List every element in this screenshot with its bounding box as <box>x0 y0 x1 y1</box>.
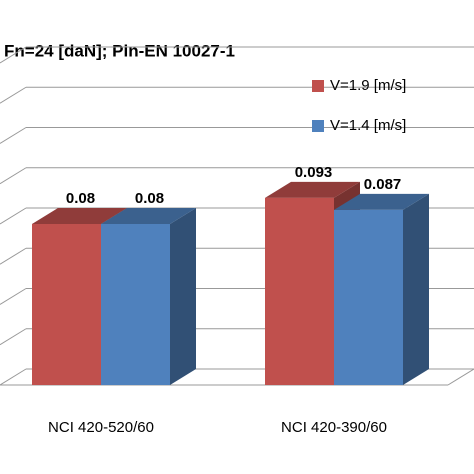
grid-line-side <box>0 167 27 185</box>
grid-line-side <box>0 46 27 64</box>
bar-top <box>334 193 429 210</box>
grid-line-side <box>0 207 27 225</box>
bar-side <box>170 208 196 385</box>
x-tick-label: NCI 420-390/60 <box>281 419 387 436</box>
floor-edge <box>447 368 474 386</box>
grid-line-side <box>0 368 27 386</box>
data-label: 0.093 <box>295 164 333 181</box>
data-label: 0.087 <box>364 176 402 193</box>
legend-swatch <box>312 120 324 132</box>
x-tick-label: NCI 420-520/60 <box>48 419 154 436</box>
grid-line-side <box>0 127 27 144</box>
legend-label: V=1.9 [m/s] <box>330 77 406 94</box>
grid-line-side <box>0 86 27 104</box>
data-label: 0.08 <box>66 190 95 207</box>
bar <box>265 197 334 385</box>
grid-line-side <box>0 288 27 305</box>
bar-top <box>265 181 360 198</box>
grid-line-side <box>0 247 27 265</box>
bar-side <box>403 193 429 385</box>
grid-line-side <box>0 328 27 346</box>
legend-label: V=1.4 [m/s] <box>330 117 406 134</box>
data-label: 0.08 <box>135 190 164 207</box>
bar <box>101 224 170 385</box>
chart-title: Fn=24 [daN]; Pin-EN 10027-1 <box>4 41 235 60</box>
bar-top <box>101 208 196 224</box>
bar <box>334 209 403 385</box>
bar-top <box>32 208 127 224</box>
bar <box>32 224 101 385</box>
legend-swatch <box>312 80 324 92</box>
